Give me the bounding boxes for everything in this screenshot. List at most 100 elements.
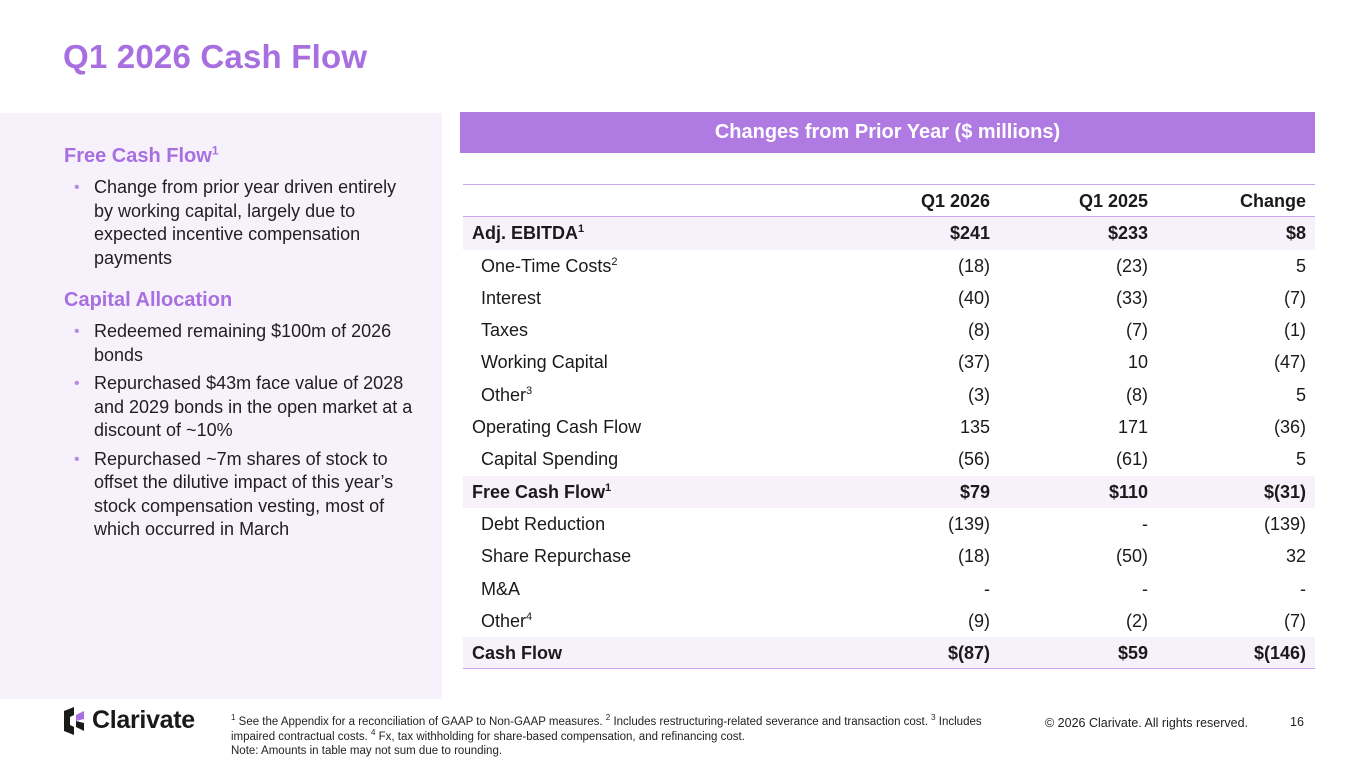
table-header-row: Q1 2026 Q1 2025 Change [463,185,1315,218]
cell-change: 5 [1295,449,1306,470]
footnote-text: Includes impaired contractual costs. [231,716,982,743]
footnote-ref: 1 [605,481,612,494]
table-banner: Changes from Prior Year ($ millions) [460,112,1315,153]
cell-change: - [1300,578,1306,599]
row-label: Share Repurchase [481,546,632,567]
bullet-icon: • [74,375,80,392]
footnote-ref: 1 [578,223,585,236]
footnote-marker: 1 [231,713,236,723]
cell-q1-2026: (139) [947,513,990,534]
row-label: Cash Flow [472,643,563,664]
row-label-text: Other [481,384,527,405]
row-label: One-Time Costs2 [481,256,617,277]
row-label: Free Cash Flow1 [472,482,611,503]
footnote-marker: 2 [605,713,611,723]
bullet-item: • Repurchased ~7m shares of stock to offs… [74,448,414,542]
cell-q1-2025: (50) [1115,546,1148,567]
cash-flow-table: Q1 2026 Q1 2025 Change Adj. EBITDA1 $241… [463,184,1315,670]
cell-q1-2026: 135 [959,417,990,438]
table-row: Debt Reduction (139) - (139) [463,508,1315,540]
cell-q1-2026: (9) [968,610,990,631]
table-row: Capital Spending (56) (61) 5 [463,443,1315,475]
footnote-ref: 1 [211,143,219,158]
table-row: Share Repurchase (18) (50) 32 [463,540,1315,572]
free-cash-flow-heading-text: Free Cash Flow [64,145,212,167]
free-cash-flow-heading: Free Cash Flow1 [64,143,219,168]
cell-change: 5 [1295,255,1306,276]
table-row: One-Time Costs2 (18) (23) 5 [463,250,1315,282]
cell-change: $(31) [1263,481,1306,502]
rounding-note: Note: Amounts in table may not sum due t… [231,745,503,757]
column-header-q1-2026: Q1 2026 [920,191,990,211]
row-label: Interest [481,287,542,308]
table-row: Operating Cash Flow 135 171 (36) [463,411,1315,443]
capital-allocation-heading: Capital Allocation [64,289,233,311]
row-label: Capital Spending [481,449,619,470]
table-row: Interest (40) (33) (7) [463,282,1315,314]
footnote-text: Fx, tax withholding for share-based comp… [375,730,745,743]
bullet-text: Redeemed remaining $100m of 2026 bonds [94,321,392,365]
cell-q1-2025: (8) [1126,384,1148,405]
footnote-marker: 3 [931,713,936,723]
cell-change: 5 [1295,384,1306,405]
page-number: 16 [1290,715,1304,729]
bullet-item: • Change from prior year driven entirely … [74,176,414,270]
cell-q1-2026: $(87) [947,643,990,664]
cell-q1-2026: - [984,578,990,599]
cell-q1-2026: (37) [957,352,990,373]
bullet-item: • Repurchased $43m face value of 2028 and… [74,372,414,443]
bullet-icon: • [74,179,80,196]
footnote-marker: 4 [370,727,376,737]
logo-wordmark: Clarivate [92,706,195,734]
row-label: M&A [481,578,521,599]
row-label-text: Free Cash Flow [472,481,606,502]
commentary-panel [0,113,442,699]
cell-q1-2025: (61) [1115,449,1148,470]
footnote-text: See the Appendix for a reconciliation of… [235,716,606,728]
cell-change: (1) [1284,320,1306,341]
row-label: Taxes [481,320,529,341]
cell-q1-2026: (18) [957,255,990,276]
row-label-text: Adj. EBITDA [472,223,578,244]
row-label: Working Capital [481,352,608,373]
table-row: M&A - - - [463,573,1315,605]
row-label: Operating Cash Flow [472,417,642,438]
cell-q1-2026: (18) [957,546,990,567]
cell-change: 32 [1285,546,1306,567]
bullet-icon: • [74,323,80,340]
table-row: Other4 (9) (2) (7) [463,605,1315,637]
cell-q1-2025: 10 [1127,352,1148,373]
cell-q1-2025: (2) [1126,610,1148,631]
cell-q1-2025: (7) [1126,320,1148,341]
cell-change: $(146) [1253,643,1306,664]
row-label: Other3 [481,385,532,406]
table-row: Adj. EBITDA1 $241 $233 $8 [463,217,1315,250]
bullet-icon: • [74,450,80,468]
free-cash-flow-bullets: • Change from prior year driven entirely … [74,176,414,275]
cell-q1-2026: (56) [957,449,990,470]
table-row: Free Cash Flow1 $79 $110 $(31) [463,475,1315,508]
cell-q1-2025: (23) [1115,255,1148,276]
footnote-text: Includes restructuring-related severance… [610,716,932,728]
copyright: © 2026 Clarivate. All rights reserved. [1045,716,1249,730]
cell-q1-2026: (3) [968,384,990,405]
row-label: Other4 [481,611,532,632]
cell-q1-2025: 171 [1117,417,1148,438]
footnote-ref: 3 [526,384,533,397]
cell-q1-2025: (33) [1115,287,1148,308]
cell-q1-2025: - [1142,578,1148,599]
cell-q1-2026: (40) [957,287,990,308]
bullet-text: Repurchased ~7m shares of stock to offse… [94,448,394,540]
cell-q1-2025: $110 [1108,481,1148,502]
bullet-item: • Redeemed remaining $100m of 2026 bonds [74,320,414,367]
table-row: Other3 (3) (8) 5 [463,379,1315,411]
row-label-text: Other [481,610,527,631]
capital-allocation-bullets: • Redeemed remaining $100m of 2026 bonds … [74,320,414,547]
clarivate-logo: Clarivate [62,706,195,735]
cell-q1-2026: (8) [968,320,990,341]
row-label: Debt Reduction [481,513,606,534]
bullet-text: Repurchased $43m face value of 2028 and … [94,373,413,440]
row-label-text: One-Time Costs [481,255,612,276]
footnotes: 1 See the Appendix for a reconciliation … [231,713,1011,759]
cell-q1-2025: $59 [1117,643,1148,664]
